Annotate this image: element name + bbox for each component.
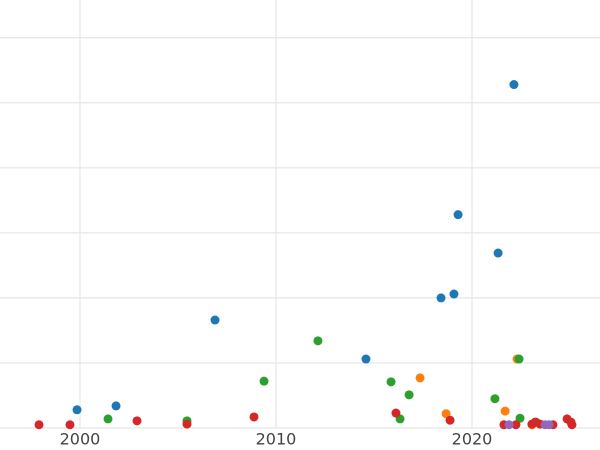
point <box>514 354 524 364</box>
point <box>449 289 459 299</box>
point <box>210 315 220 325</box>
point <box>509 80 519 90</box>
x-tick-label: 2020 <box>452 430 493 449</box>
point <box>249 412 259 422</box>
x-tick-label: 2000 <box>60 430 101 449</box>
point <box>313 336 323 346</box>
point <box>404 390 414 400</box>
point <box>72 405 82 415</box>
point <box>65 420 75 430</box>
point <box>511 420 521 430</box>
point <box>441 409 451 419</box>
point <box>415 373 425 383</box>
point <box>182 419 192 429</box>
point <box>445 415 455 425</box>
point <box>132 416 142 426</box>
point <box>490 394 500 404</box>
x-tick-label: 2010 <box>256 430 297 449</box>
point <box>453 210 463 220</box>
point <box>567 420 577 430</box>
point <box>544 420 554 430</box>
point <box>515 413 525 423</box>
point <box>436 293 446 303</box>
point <box>386 377 396 387</box>
point <box>111 401 121 411</box>
point <box>391 408 401 418</box>
point <box>103 414 113 424</box>
point <box>504 420 514 430</box>
point <box>259 376 269 386</box>
point <box>34 420 44 430</box>
point <box>361 354 371 364</box>
point <box>493 248 503 258</box>
point <box>500 406 510 416</box>
